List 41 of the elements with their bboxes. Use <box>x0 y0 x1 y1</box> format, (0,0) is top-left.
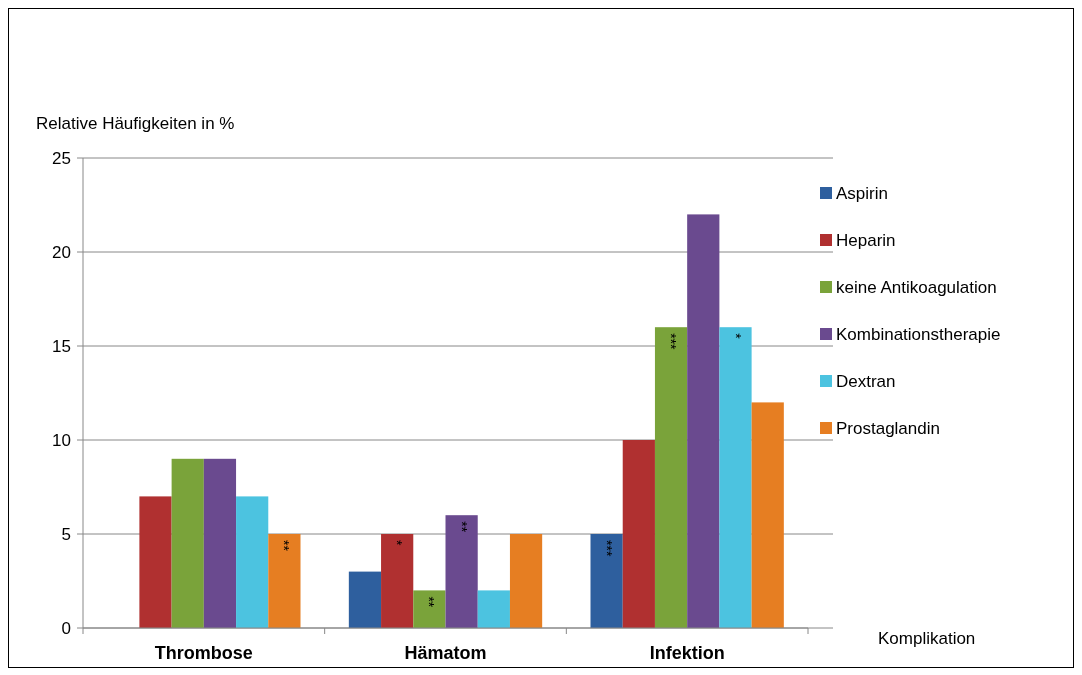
bar <box>687 214 720 628</box>
y-tick-label: 20 <box>52 242 71 262</box>
bar <box>590 534 623 628</box>
y-tick-label: 5 <box>61 524 71 544</box>
data-label: * <box>727 333 744 340</box>
legend-label: Prostaglandin <box>836 418 940 438</box>
y-axis-title: Relative Häufigkeiten in % <box>36 113 235 133</box>
legend-label: Heparin <box>836 230 896 250</box>
legend-label: Dextran <box>836 371 896 391</box>
bar <box>268 534 301 628</box>
bar <box>477 590 510 628</box>
bar <box>719 327 752 628</box>
bar <box>381 534 414 628</box>
bar <box>654 327 688 628</box>
y-tick-label: 0 <box>61 618 71 638</box>
bar <box>203 458 237 628</box>
bar <box>509 534 543 628</box>
x-tick-label: Hämatom <box>404 643 487 664</box>
data-label: *** <box>663 333 680 351</box>
bar <box>413 590 446 628</box>
bar <box>751 402 784 628</box>
data-label: ** <box>276 540 293 552</box>
legend-label: Kombinationstherapie <box>836 324 1001 344</box>
x-axis-title: Komplikation <box>878 628 976 648</box>
x-tick-label: Thrombose <box>154 643 253 664</box>
y-tick-label: 25 <box>52 148 71 168</box>
legend-label: Aspirin <box>836 183 888 203</box>
bar <box>348 571 382 628</box>
y-tick-label: 15 <box>52 336 71 356</box>
bar <box>139 496 172 628</box>
data-label: ** <box>453 521 470 533</box>
bar <box>171 458 204 628</box>
data-label: * <box>389 540 406 546</box>
data-label: *** <box>598 540 615 557</box>
x-tick-label: Infektion <box>649 643 725 664</box>
bar <box>236 496 269 628</box>
data-label: ** <box>421 596 438 608</box>
bar <box>445 515 478 628</box>
y-tick-label: 10 <box>52 430 71 450</box>
bar <box>622 440 655 628</box>
legend-label: keine Antikoagulation <box>836 277 997 297</box>
